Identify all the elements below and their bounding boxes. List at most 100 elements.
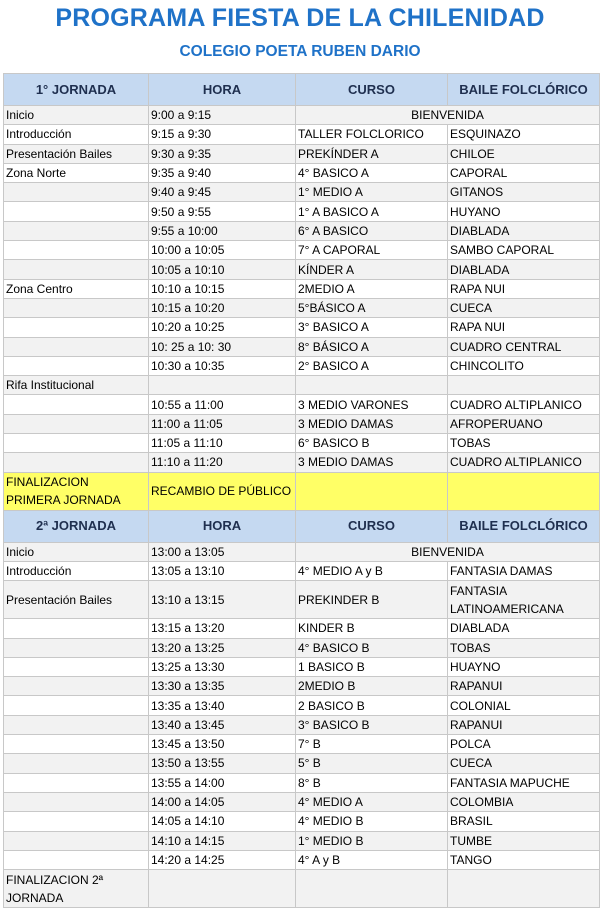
cell-dance: DIABLADA — [447, 220, 600, 242]
cell-time: 11:10 a 11:20 — [148, 452, 296, 473]
cell-course: 3 MEDIO DAMAS — [295, 413, 448, 435]
table-row: FINALIZACION PRIMERA JORNADA RECAMBIO DE … — [3, 471, 600, 511]
column-header-baile: BAILE FOLCLÓRICO — [447, 73, 600, 106]
section-header-row: 1° JORNADA HORA CURSO BAILE FOLCLÓRICO — [3, 73, 600, 106]
cell-dance — [447, 869, 600, 908]
cell-time: 10:05 a 10:10 — [148, 259, 296, 280]
table-row: 9:50 a 9:55 1° A BASICO A HUYANO — [3, 201, 600, 222]
cell-course: 4° MEDIO B — [295, 811, 448, 832]
cell-time: RECAMBIO DE PÚBLICO — [148, 471, 296, 511]
cell-activity — [3, 413, 149, 435]
cell-dance: COLOMBIA — [447, 791, 600, 813]
table-row: 10:55 a 11:00 3 MEDIO VARONES CUADRO ALTIP… — [3, 394, 600, 415]
cell-time: 13:00 a 13:05 — [148, 541, 296, 562]
cell-course: 1° MEDIO B — [295, 830, 448, 851]
cell-dance: TOBAS — [447, 433, 600, 454]
cell-dance: SAMBO CAPORAL — [447, 240, 600, 261]
cell-time: 13:10 a 13:15 — [148, 580, 296, 620]
table-row: Zona Centro 10:10 a 10:15 2MEDIO A RAPA NUI — [3, 278, 600, 299]
cell-time: 14:10 a 14:15 — [148, 830, 296, 851]
table-row: Introducción 9:15 a 9:30 TALLER FOLCLORICO… — [3, 124, 600, 145]
cell-dance: DIABLADA — [447, 618, 600, 639]
table-row: 13:50 a 13:55 5° B CUECA — [3, 753, 600, 774]
cell-dance: CUADRO ALTIPLANICO — [447, 452, 600, 473]
cell-course: 4° MEDIO A y B — [295, 560, 448, 582]
column-header-jornada: 1° JORNADA — [3, 73, 149, 106]
cell-dance: CUECA — [447, 753, 600, 774]
cell-course: 6° BASICO B — [295, 433, 448, 454]
table-row: 11:05 a 11:10 6° BASICO B TOBAS — [3, 433, 600, 454]
cell-time: 9:55 a 10:00 — [148, 220, 296, 242]
cell-course: KINDER B — [295, 618, 448, 639]
cell-course: KÍNDER A — [295, 259, 448, 280]
cell-course — [295, 869, 448, 908]
cell-activity — [3, 849, 149, 871]
table-row: 10:15 a 10:20 5°BÁSICO A CUECA — [3, 297, 600, 319]
cell-dance: CUADRO ALTIPLANICO — [447, 394, 600, 415]
cell-time: 13:15 a 13:20 — [148, 618, 296, 639]
table-row: Inicio 13:00 a 13:05 BIENVENIDA — [3, 541, 600, 562]
cell-activity: Zona Norte — [3, 162, 149, 184]
column-header-jornada: 2ª JORNADA — [3, 509, 149, 543]
cell-dance: BRASIL — [447, 811, 600, 832]
cell-course: 4° MEDIO A — [295, 791, 448, 813]
cell-dance: RAPANUI — [447, 714, 600, 736]
cell-course: PREKINDER B — [295, 580, 448, 620]
cell-dance: RAPANUI — [447, 676, 600, 697]
cell-time: 10:15 a 10:20 — [148, 297, 296, 319]
cell-time: 13:20 a 13:25 — [148, 637, 296, 658]
cell-course — [295, 471, 448, 511]
cell-dance: CHINCOLITO — [447, 355, 600, 377]
cell-dance — [447, 375, 600, 396]
cell-activity — [3, 734, 149, 755]
cell-activity — [3, 830, 149, 851]
cell-course: 5° B — [295, 753, 448, 774]
cell-time: 14:00 a 14:05 — [148, 791, 296, 813]
table-row: 10:00 a 10:05 7° A CAPORAL SAMBO CAPORAL — [3, 240, 600, 261]
cell-dance: CUADRO CENTRAL — [447, 336, 600, 357]
cell-time: 14:20 a 14:25 — [148, 849, 296, 871]
table-row: 10:05 a 10:10 KÍNDER A DIABLADA — [3, 259, 600, 280]
cell-dance: DIABLADA — [447, 259, 600, 280]
cell-course: 3 MEDIO VARONES — [295, 394, 448, 415]
cell-course: 2 BASICO B — [295, 695, 448, 716]
cell-time: 9:50 a 9:55 — [148, 201, 296, 222]
cell-course: 7° A CAPORAL — [295, 240, 448, 261]
cell-dance: FANTASIA LATINOAMERICANA — [447, 580, 600, 620]
table-row: 14:20 a 14:25 4° A y B TANGO — [3, 849, 600, 871]
schedule-table: 1° JORNADA HORA CURSO BAILE FOLCLÓRICO Inici… — [3, 73, 600, 908]
cell-time: 10:20 a 10:25 — [148, 317, 296, 338]
table-row: 13:55 a 14:00 8° B FANTASIA MAPUCHE — [3, 772, 600, 793]
table-row: 13:20 a 13:25 4° BASICO B TOBAS — [3, 637, 600, 658]
cell-activity — [3, 355, 149, 377]
cell-dance: RAPA NUI — [447, 317, 600, 338]
cell-dance: HUAYNO — [447, 656, 600, 678]
cell-time: 9:40 a 9:45 — [148, 182, 296, 203]
cell-time: 11:05 a 11:10 — [148, 433, 296, 454]
cell-activity — [3, 259, 149, 280]
cell-activity: Presentación Bailes — [3, 580, 149, 620]
cell-activity: Rifa Institucional — [3, 375, 149, 396]
cell-dance: COLONIAL — [447, 695, 600, 716]
cell-course: PREKÍNDER A — [295, 143, 448, 164]
cell-activity — [3, 433, 149, 454]
cell-time: 13:45 a 13:50 — [148, 734, 296, 755]
cell-course: 5°BÁSICO A — [295, 297, 448, 319]
cell-activity — [3, 452, 149, 473]
cell-activity — [3, 811, 149, 832]
cell-time: 10:00 a 10:05 — [148, 240, 296, 261]
cell-time: 10:55 a 11:00 — [148, 394, 296, 415]
cell-time: 9:30 a 9:35 — [148, 143, 296, 164]
cell-time — [148, 375, 296, 396]
cell-activity: Zona Centro — [3, 278, 149, 299]
cell-course: 4° BASICO A — [295, 162, 448, 184]
cell-merged-welcome: BIENVENIDA — [295, 541, 600, 562]
cell-dance: GITANOS — [447, 182, 600, 203]
cell-activity — [3, 676, 149, 697]
table-row: 13:25 a 13:30 1 BASICO B HUAYNO — [3, 656, 600, 678]
column-header-hora: HORA — [148, 509, 296, 543]
cell-course: 8° BÁSICO A — [295, 336, 448, 357]
cell-activity — [3, 791, 149, 813]
cell-course: 2MEDIO B — [295, 676, 448, 697]
cell-course: 8° B — [295, 772, 448, 793]
